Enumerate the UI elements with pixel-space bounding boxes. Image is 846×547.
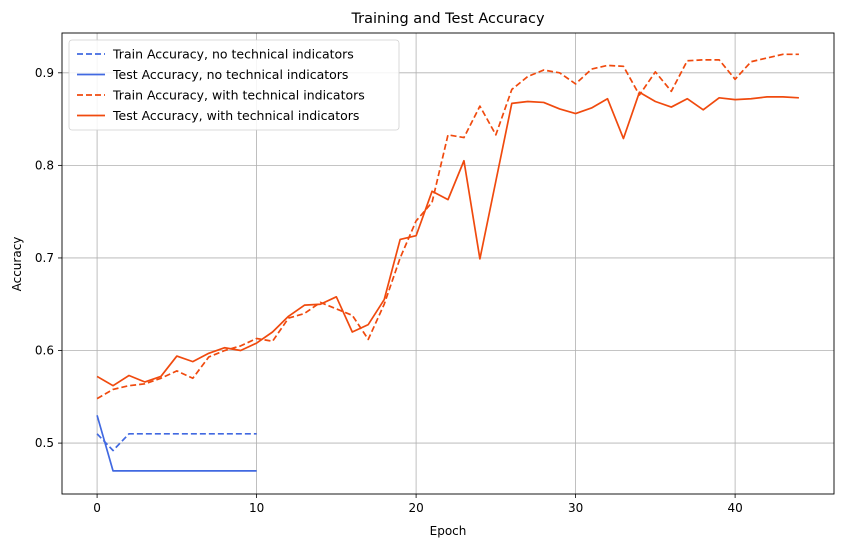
series-line-3 [96,53,799,400]
legend-label: Train Accuracy, no technical indicators [112,47,354,62]
y-tick-label: 0.9 [35,66,54,80]
y-tick-label: 0.5 [35,436,54,450]
x-tick-label: 30 [568,501,583,515]
legend-label: Test Accuracy, with technical indicators [112,108,359,123]
legend: Train Accuracy, no technical indicators T… [68,39,400,131]
x-tick-label: 20 [408,501,423,515]
x-tick-label: 0 [93,501,101,515]
y-axis-title: Accuracy [10,237,24,292]
y-tick-label: 0.7 [35,251,54,265]
series-line-1 [96,432,257,452]
y-tick-label: 0.6 [35,344,54,358]
y-axis-ticks: 0.5 0.6 0.7 0.8 0.9 [35,66,62,450]
y-tick-label: 0.8 [35,158,54,172]
chart-title: Training and Test Accuracy [350,11,544,27]
x-tick-label: 40 [727,501,742,515]
legend-label: Train Accuracy, with technical indicator… [112,88,365,103]
series-line-2 [96,415,257,472]
plot-frame [61,32,835,495]
x-axis-title: Epoch [430,524,467,538]
x-tick-label: 10 [249,501,264,515]
x-axis-ticks: 0 10 20 30 40 [93,494,743,515]
legend-box [68,39,400,131]
series-lines [96,53,799,472]
legend-label: Test Accuracy, no technical indicators [112,67,348,82]
series-line-4 [96,91,799,387]
